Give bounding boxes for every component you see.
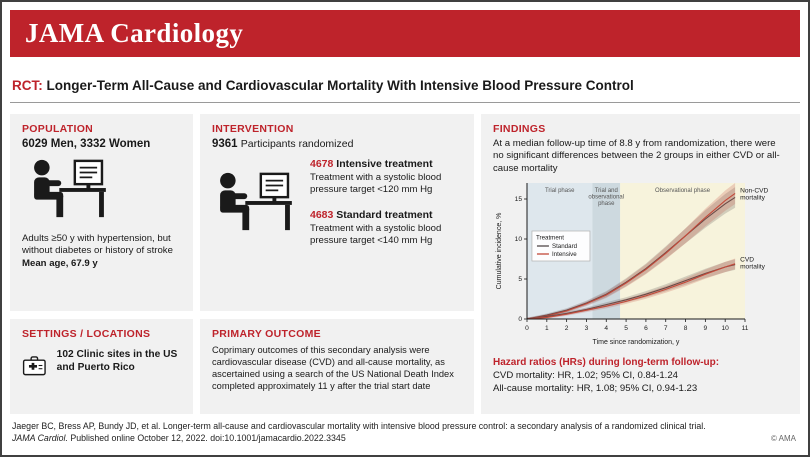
chart-x-tick-label: 5 <box>624 325 628 332</box>
journal-title: JAMA Cardiology <box>25 18 244 48</box>
group-title: 4683 Standard treatment <box>310 209 462 221</box>
middle-column: INTERVENTION 9361 Participants randomize… <box>200 114 474 414</box>
population-mean-age: Mean age, 67.9 y <box>22 257 98 269</box>
citation-line2-wrap: JAMA Cardiol. Published online October 1… <box>12 433 798 445</box>
chart-legend-title: Treatment <box>536 235 564 242</box>
group-label: Intensive treatment <box>336 158 433 170</box>
chart-annotation: mortality <box>740 264 766 271</box>
chart-legend-label: Standard <box>552 244 578 251</box>
chart-phase-label: Trial phase <box>545 188 575 194</box>
content-grid: POPULATION 6029 Men, 3332 Women <box>10 114 800 414</box>
settings-heading: SETTINGS / LOCATIONS <box>22 328 151 340</box>
chart-phase-label: Observational phase <box>655 188 711 194</box>
chart-annotation: mortality <box>740 195 766 202</box>
primary-outcome-heading: PRIMARY OUTCOME <box>212 328 321 340</box>
chart-legend-label: Intensive <box>552 252 577 259</box>
chart-x-tick-label: 7 <box>664 325 668 332</box>
chart-annotation: Non-CVD <box>740 188 768 195</box>
chart-x-tick-label: 9 <box>704 325 708 332</box>
group-description: Treatment with a systolic blood pressure… <box>310 172 442 196</box>
findings-summary: At a median follow-up time of 8.8 y from… <box>493 138 780 174</box>
treatment-groups: 4678 Intensive treatment Treatment with … <box>310 158 462 248</box>
copyright: © AMA <box>770 434 796 443</box>
chart-phase-label: phase <box>598 202 615 208</box>
citation-line1: Jaeger BC, Bress AP, Bundy JD, et al. Lo… <box>12 421 706 431</box>
population-heading: POPULATION <box>22 123 94 135</box>
chart-x-tick-label: 2 <box>565 325 569 332</box>
chart-x-tick-label: 10 <box>722 325 730 332</box>
journal-banner: JAMA Cardiology <box>10 10 800 57</box>
headline: RCT: Longer-Term All-Cause and Cardiovas… <box>12 78 798 93</box>
settings-panel: SETTINGS / LOCATIONS 102 Clinic sites in… <box>10 319 193 414</box>
primary-outcome-panel: PRIMARY OUTCOME Coprimary outcomes of th… <box>200 319 474 414</box>
intervention-panel: INTERVENTION 9361 Participants randomize… <box>200 114 474 311</box>
settings-description: 102 Clinic sites in the US and Puerto Ri… <box>56 349 178 374</box>
right-column: FINDINGS At a median follow-up time of 8… <box>481 114 800 414</box>
chart-x-tick-label: 0 <box>525 325 529 332</box>
chart-x-tick-label: 4 <box>604 325 608 332</box>
intervention-heading: INTERVENTION <box>212 123 294 135</box>
chart-x-tick-label: 3 <box>585 325 589 332</box>
headline-title: Longer-Term All-Cause and Cardiovascular… <box>46 78 634 93</box>
chart-phase-label: observational <box>588 195 624 201</box>
findings-panel: FINDINGS At a median follow-up time of 8… <box>481 114 800 414</box>
chart-y-tick-label: 10 <box>515 237 523 244</box>
population-icon-wrap <box>26 157 181 226</box>
chart-x-tick-label: 8 <box>684 325 688 332</box>
chart-x-tick-label: 1 <box>545 325 549 332</box>
chart-x-tick-label: 6 <box>644 325 648 332</box>
settings-row: 102 Clinic sites in the US and Puerto Ri… <box>22 348 181 383</box>
clinic-kit-icon <box>22 356 46 376</box>
citation-line2: Published online October 12, 2022. doi:1… <box>70 432 346 443</box>
intervention-count-line: 9361 Participants randomized <box>212 138 462 150</box>
hazard-line-all-cause: All-cause mortality: HR, 1.08; 95% CI, 0… <box>493 382 698 394</box>
population-count: 6029 Men, 3332 Women <box>22 138 151 150</box>
chart-series-line <box>526 264 736 320</box>
chart-phase-label: Trial and <box>595 188 618 194</box>
population-panel: POPULATION 6029 Men, 3332 Women <box>10 114 193 311</box>
study-type-tag: RCT: <box>12 78 43 93</box>
hazard-line-cvd: CVD mortality: HR, 1.02; 95% CI, 0.84-1.… <box>493 370 679 382</box>
chart-phase-band <box>620 183 745 320</box>
group-description: Treatment with a systolic blood pressure… <box>310 222 442 247</box>
chart-phase-band <box>592 183 621 320</box>
chart-y-tick-label: 15 <box>515 197 523 204</box>
primary-outcome-description: Coprimary outcomes of this secondary ana… <box>212 345 454 392</box>
group-count: 4678 <box>310 158 334 170</box>
chart-series-line <box>526 263 736 320</box>
chart-x-tick-label: 11 <box>742 325 749 332</box>
chart-y-tick-label: 0 <box>518 317 522 324</box>
treatment-group-intensive: 4678 Intensive treatment Treatment with … <box>310 158 462 197</box>
intervention-count: 9361 <box>212 138 238 150</box>
hazard-heading: Hazard ratios (HRs) during long-term fol… <box>493 357 720 369</box>
chart-series-line <box>526 197 736 320</box>
group-title: 4678 Intensive treatment <box>310 158 462 170</box>
group-label: Standard treatment <box>336 208 433 221</box>
divider <box>10 102 800 103</box>
population-description: Adults ≥50 y with hypertension, but with… <box>22 233 173 257</box>
chart-series-line <box>526 193 736 320</box>
chart-y-axis-title: Cumulative incidence, % <box>496 213 503 290</box>
findings-heading: FINDINGS <box>493 123 546 135</box>
chart-annotation: CVD <box>740 257 754 264</box>
citation-journal: JAMA Cardiol. <box>12 432 68 443</box>
intervention-count-label: Participants randomized <box>240 138 354 150</box>
clinician-consultation-icon <box>220 172 292 231</box>
group-count: 4683 <box>310 208 334 221</box>
left-column: POPULATION 6029 Men, 3332 Women <box>10 114 193 414</box>
chart-y-tick-label: 5 <box>518 277 522 284</box>
citation-footer: Jaeger BC, Bress AP, Bundy JD, et al. Lo… <box>12 421 798 445</box>
chart-x-axis-title: Time since randomization, y <box>593 339 680 346</box>
treatment-group-standard: 4683 Standard treatment Treatment with a… <box>310 209 462 248</box>
patient-consultation-icon <box>34 159 106 218</box>
intervention-row: 4678 Intensive treatment Treatment with … <box>212 158 462 248</box>
